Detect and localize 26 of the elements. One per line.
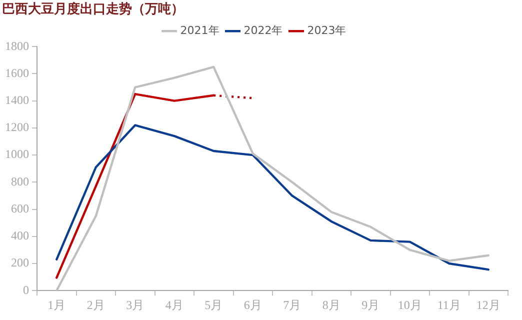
y-tick-label: 1400: [5, 92, 29, 107]
y-tick-label: 1000: [5, 147, 29, 162]
x-tick-label: 3月: [126, 298, 144, 312]
y-tick-label: 1600: [5, 66, 29, 80]
y-tick-label: 400: [11, 228, 29, 243]
x-tick-label: 1月: [48, 298, 66, 312]
y-tick-label: 1800: [5, 38, 29, 53]
legend-label: 2022年: [244, 24, 283, 37]
x-tick-label: 7月: [283, 298, 302, 312]
x-tick-label: 2月: [86, 298, 105, 312]
y-tick-label: 800: [11, 174, 29, 188]
legend-label: 2023年: [307, 24, 346, 37]
y-tick-label: 200: [11, 256, 29, 270]
y-tick-label: 0: [23, 282, 29, 297]
y-tick-label: 1200: [5, 120, 29, 134]
y-tick-label: 600: [11, 201, 29, 216]
legend-label: 2021年: [180, 24, 220, 37]
x-tick-label: 12月: [476, 298, 500, 312]
x-tick-label: 10月: [398, 298, 422, 312]
x-tick-label: 5月: [204, 298, 223, 312]
x-tick-label: 4月: [165, 298, 184, 312]
x-tick-label: 8月: [322, 298, 340, 312]
x-tick-label: 6月: [244, 298, 262, 312]
chart-title: 巴西大豆月度出口走势（万吨）: [2, 1, 184, 18]
x-tick-label: 11月: [437, 298, 461, 312]
x-tick-label: 9月: [362, 298, 380, 312]
